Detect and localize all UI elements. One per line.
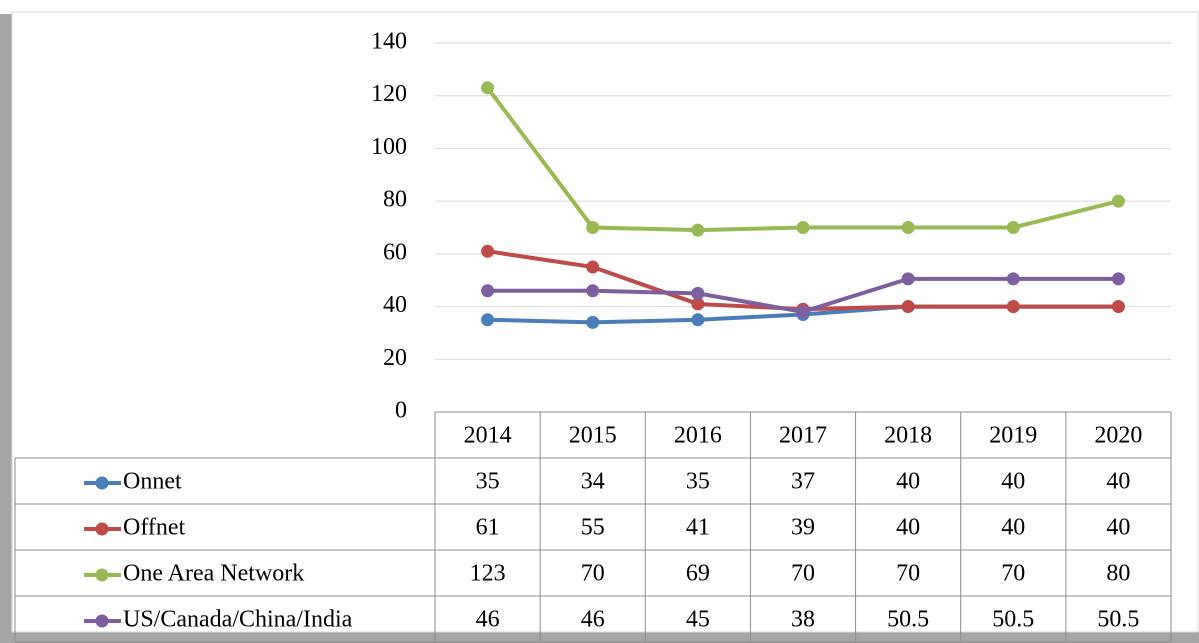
x-tick-label: 2018: [884, 423, 932, 449]
data-point: [1006, 300, 1020, 314]
table-value: 61: [476, 515, 500, 541]
table-value: 41: [686, 515, 710, 541]
table-value: 70: [896, 561, 920, 587]
x-tick-label: 2014: [464, 423, 512, 449]
x-tick-label: 2015: [569, 423, 617, 449]
data-point: [1111, 300, 1125, 314]
legend-marker: [95, 476, 109, 490]
table-value: 46: [581, 607, 605, 633]
x-tick-label: 2019: [989, 423, 1037, 449]
table-value: 70: [581, 561, 605, 587]
data-point: [586, 221, 600, 234]
y-tick-label: 40: [383, 292, 407, 318]
y-tick-label: 120: [371, 81, 407, 107]
y-tick-label: 20: [383, 345, 407, 371]
y-tick-label: 80: [383, 187, 407, 213]
data-point: [1006, 221, 1020, 234]
table-value: 35: [476, 469, 500, 495]
data-point: [481, 313, 495, 327]
data-point: [691, 313, 705, 327]
data-point: [691, 286, 705, 300]
data-point: [481, 81, 495, 95]
table-value: 123: [470, 561, 506, 587]
table-value: 37: [791, 469, 815, 495]
table-value: 40: [896, 515, 920, 541]
data-point: [1111, 194, 1125, 208]
table-value: 34: [581, 469, 605, 495]
x-tick-label: 2016: [674, 423, 722, 449]
y-tick-label: 0: [395, 398, 407, 424]
y-tick-label: 100: [371, 134, 407, 160]
table-value: 40: [1106, 515, 1130, 541]
table-value: 50.5: [887, 607, 929, 633]
data-point: [1111, 272, 1125, 286]
data-point: [586, 284, 600, 298]
data-point: [586, 315, 600, 329]
data-point: [481, 244, 495, 258]
legend-label: One Area Network: [123, 561, 304, 587]
table-value: 69: [686, 561, 710, 587]
legend-label: Offnet: [123, 515, 186, 541]
data-point: [796, 221, 810, 234]
y-tick-label: 60: [383, 239, 407, 265]
data-point: [901, 221, 915, 234]
table-value: 40: [1106, 469, 1130, 495]
table-value: 45: [686, 607, 710, 633]
table-value: 70: [791, 561, 815, 587]
table-value: 80: [1106, 561, 1130, 587]
table-value: 55: [581, 515, 605, 541]
table-value: 70: [1001, 561, 1025, 587]
data-point: [586, 260, 600, 274]
data-point: [1006, 272, 1020, 286]
table-value: 40: [1001, 469, 1025, 495]
table-value: 40: [896, 469, 920, 495]
x-tick-label: 2020: [1094, 423, 1142, 449]
table-value: 35: [686, 469, 710, 495]
data-point: [901, 272, 915, 286]
legend-label: Onnet: [123, 469, 182, 495]
data-point: [796, 305, 810, 319]
table-value: 50.5: [992, 607, 1034, 633]
data-point: [481, 284, 495, 298]
table-value: 38: [791, 607, 815, 633]
table-value: 50.5: [1097, 607, 1139, 633]
legend-marker: [95, 614, 109, 628]
legend-marker: [95, 568, 109, 582]
legend-label: US/Canada/China/India: [123, 607, 353, 633]
x-tick-label: 2017: [779, 423, 827, 449]
legend-marker: [95, 522, 109, 536]
table-value: 46: [476, 607, 500, 633]
data-point: [691, 297, 705, 311]
table-value: 40: [1001, 515, 1025, 541]
data-point: [901, 300, 915, 314]
table-value: 39: [791, 515, 815, 541]
y-tick-label: 140: [371, 29, 407, 55]
data-point: [691, 223, 705, 237]
